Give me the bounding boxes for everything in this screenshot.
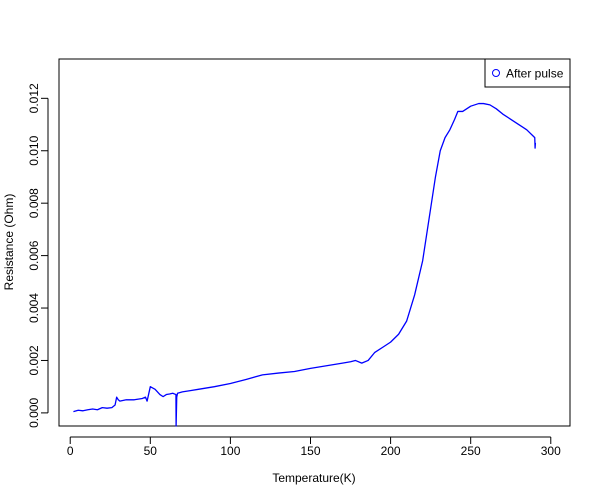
x-tick-label: 150 <box>300 444 320 458</box>
legend-marker-circle-icon <box>492 69 500 77</box>
x-tick-label: 0 <box>67 444 74 458</box>
y-tick-label: 0.010 <box>27 135 41 165</box>
x-axis-title: Temperature(K) <box>272 471 355 485</box>
x-tick-label: 250 <box>461 444 481 458</box>
x-tick-label: 200 <box>381 444 401 458</box>
x-tick-label: 100 <box>220 444 240 458</box>
plot-frame <box>58 58 571 427</box>
legend: After pulse <box>484 58 571 88</box>
y-tick-label: 0.006 <box>27 240 41 270</box>
x-axis: 0 50 100 150 200 250 300 <box>67 436 561 458</box>
series-line-0 <box>73 102 537 427</box>
y-tick-label: 0.008 <box>27 188 41 218</box>
x-tick-label: 50 <box>144 444 158 458</box>
y-tick-label: 0.004 <box>27 293 41 323</box>
y-tick-label: 0.000 <box>27 398 41 428</box>
legend-label: After pulse <box>506 67 564 81</box>
x-tick-label: 300 <box>541 444 561 458</box>
series-layer <box>73 102 537 427</box>
y-tick-label: 0.012 <box>27 83 41 113</box>
y-tick-label: 0.002 <box>27 345 41 375</box>
y-axis: 0.000 0.002 0.004 0.006 0.008 0.010 0.012 <box>27 83 49 428</box>
y-axis-title: Resistance (Ohm) <box>2 194 16 291</box>
